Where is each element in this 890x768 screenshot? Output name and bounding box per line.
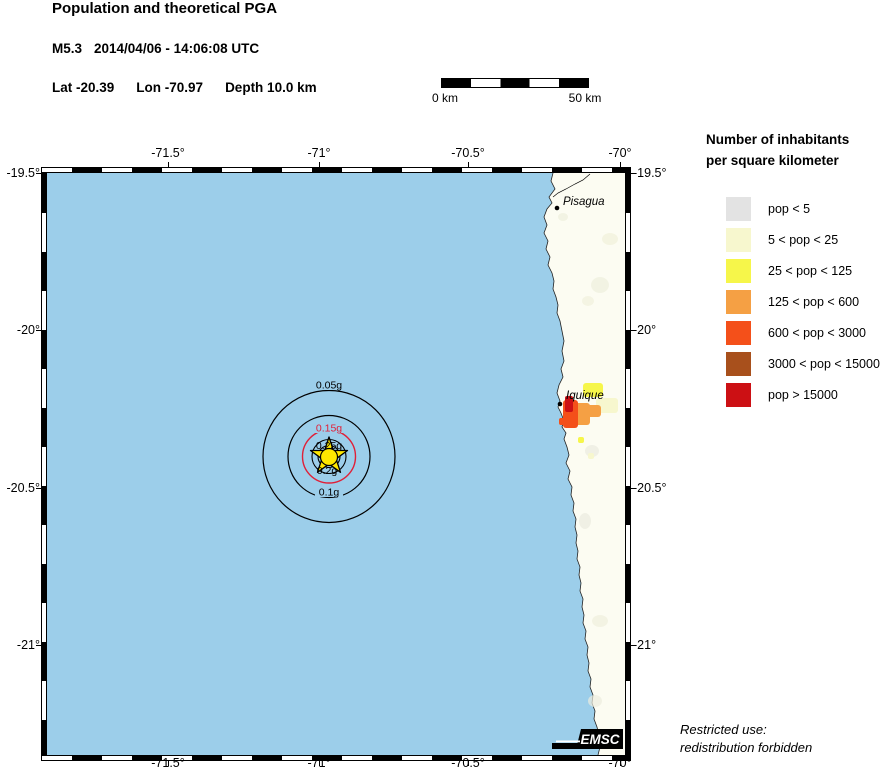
axis-label-top: -70.5° [451, 146, 485, 160]
city-label-iquique: Iquique [566, 390, 604, 402]
legend-swatch [726, 197, 751, 221]
event-datetime: 2014/04/06 - 14:06:08 UTC [94, 41, 260, 56]
event-lat: Lat -20.39 [52, 80, 115, 95]
legend-title-line1: Number of inhabitants [706, 132, 850, 147]
axis-label-right: -20° [633, 323, 657, 337]
event-depth: Depth 10.0 km [225, 80, 317, 95]
contour-label: 0.15g [316, 423, 342, 435]
axis-tick [168, 761, 169, 766]
legend-swatch [726, 383, 751, 407]
contour-label: 0.05g [316, 380, 342, 392]
page-title: Population and theoretical PGA [52, 0, 278, 17]
legend-label: pop < 5 [768, 202, 811, 216]
event-lon: Lon -70.97 [136, 80, 204, 95]
axis-label-bottom: -71.5° [151, 756, 185, 768]
axis-label-bottom: -70.5° [451, 756, 485, 768]
legend-label: pop > 15000 [768, 388, 838, 402]
axis-tick [36, 488, 41, 489]
axis-label-bottom: -71° [307, 756, 331, 768]
land [544, 173, 625, 755]
event-line: M5.3 2014/04/06 - 14:06:08 UTC [52, 41, 271, 56]
map-canvas: 0.05g 0.1g 0.15g 0.2g 0.25g Pisagua Iqui… [47, 173, 625, 755]
axis-tick [168, 162, 169, 167]
legend-label: 5 < pop < 25 [768, 233, 839, 247]
restricted-use-note: Restricted use: redistribution forbidden [680, 721, 812, 757]
axis-tick [631, 488, 636, 489]
event-location-line: Lat -20.39 Lon -70.97 Depth 10.0 km [52, 80, 339, 95]
cities: Pisagua Iquique [554, 196, 605, 407]
border-line [552, 173, 591, 198]
axis-tick [319, 761, 320, 766]
axis-label-top: -71° [307, 146, 331, 160]
land-texture [558, 213, 618, 707]
legend-swatch [726, 352, 751, 376]
pga-contour-labels: 0.05g 0.1g 0.15g 0.2g 0.25g [316, 380, 342, 499]
legend-swatch [726, 321, 751, 345]
map-frame-top [41, 167, 631, 173]
axis-tick [36, 645, 41, 646]
event-magnitude: M5.3 [52, 41, 83, 56]
axis-label-left: -21° [16, 638, 40, 652]
axis-tick [468, 162, 469, 167]
legend-swatch [726, 259, 751, 283]
contour-label-gap [312, 422, 346, 433]
axis-label-right: -21° [633, 638, 657, 652]
emsc-logo-text: EMSC [580, 732, 619, 747]
city-label-pisagua: Pisagua [563, 196, 605, 208]
legend-label: 600 < pop < 3000 [768, 326, 867, 340]
contour-label: 0.2g [317, 465, 338, 477]
coastline [543, 173, 601, 755]
axis-label-left: -20° [16, 323, 40, 337]
legend-label: 25 < pop < 125 [768, 264, 853, 278]
map-frame-bottom [41, 755, 631, 761]
map-scale-bar [441, 78, 589, 88]
restricted-line2: redistribution forbidden [680, 740, 813, 755]
axis-tick [468, 761, 469, 766]
legend-label: 3000 < pop < 15000 [768, 357, 880, 371]
legend-title-line2: per square kilometer [706, 153, 839, 168]
map-frame-right [625, 173, 631, 755]
axis-label-left: -20.5° [6, 481, 41, 495]
axis-label-left: -19.5° [6, 166, 41, 180]
axis-tick [36, 330, 41, 331]
axis-label-top: -71.5° [151, 146, 185, 160]
population-patches [559, 383, 618, 459]
axis-tick [319, 162, 320, 167]
axis-tick [36, 173, 41, 174]
axis-label-right: -20.5° [633, 481, 667, 495]
contour-label: 0.1g [319, 487, 340, 499]
scale-bar-start-label: 0 km [431, 91, 458, 105]
axis-label-top: -70° [608, 146, 632, 160]
axis-tick [631, 330, 636, 331]
legend-title: Number of inhabitants per square kilomet… [706, 129, 849, 171]
axis-tick [620, 761, 621, 766]
city-dot-iquique [557, 401, 563, 407]
axis-label-right: -19.5° [633, 166, 667, 180]
epicenter-star-marker [309, 436, 349, 473]
legend-swatch [726, 290, 751, 314]
restricted-line1: Restricted use: [680, 722, 767, 737]
axis-tick [631, 645, 636, 646]
legend-label: 125 < pop < 600 [768, 295, 860, 309]
contour-label-gap [315, 486, 343, 497]
map-frame-left [41, 173, 47, 755]
scale-bar-end-label: 50 km [568, 91, 602, 105]
axis-label-bottom: -70° [608, 756, 632, 768]
axis-tick [631, 173, 636, 174]
axis-tick [620, 162, 621, 167]
emsc-logo: EMSC [552, 729, 623, 749]
contour-label-gap [312, 379, 346, 390]
legend-swatch [726, 228, 751, 252]
contour-label: 0.25g [316, 440, 342, 452]
city-dot-pisagua [554, 205, 560, 211]
